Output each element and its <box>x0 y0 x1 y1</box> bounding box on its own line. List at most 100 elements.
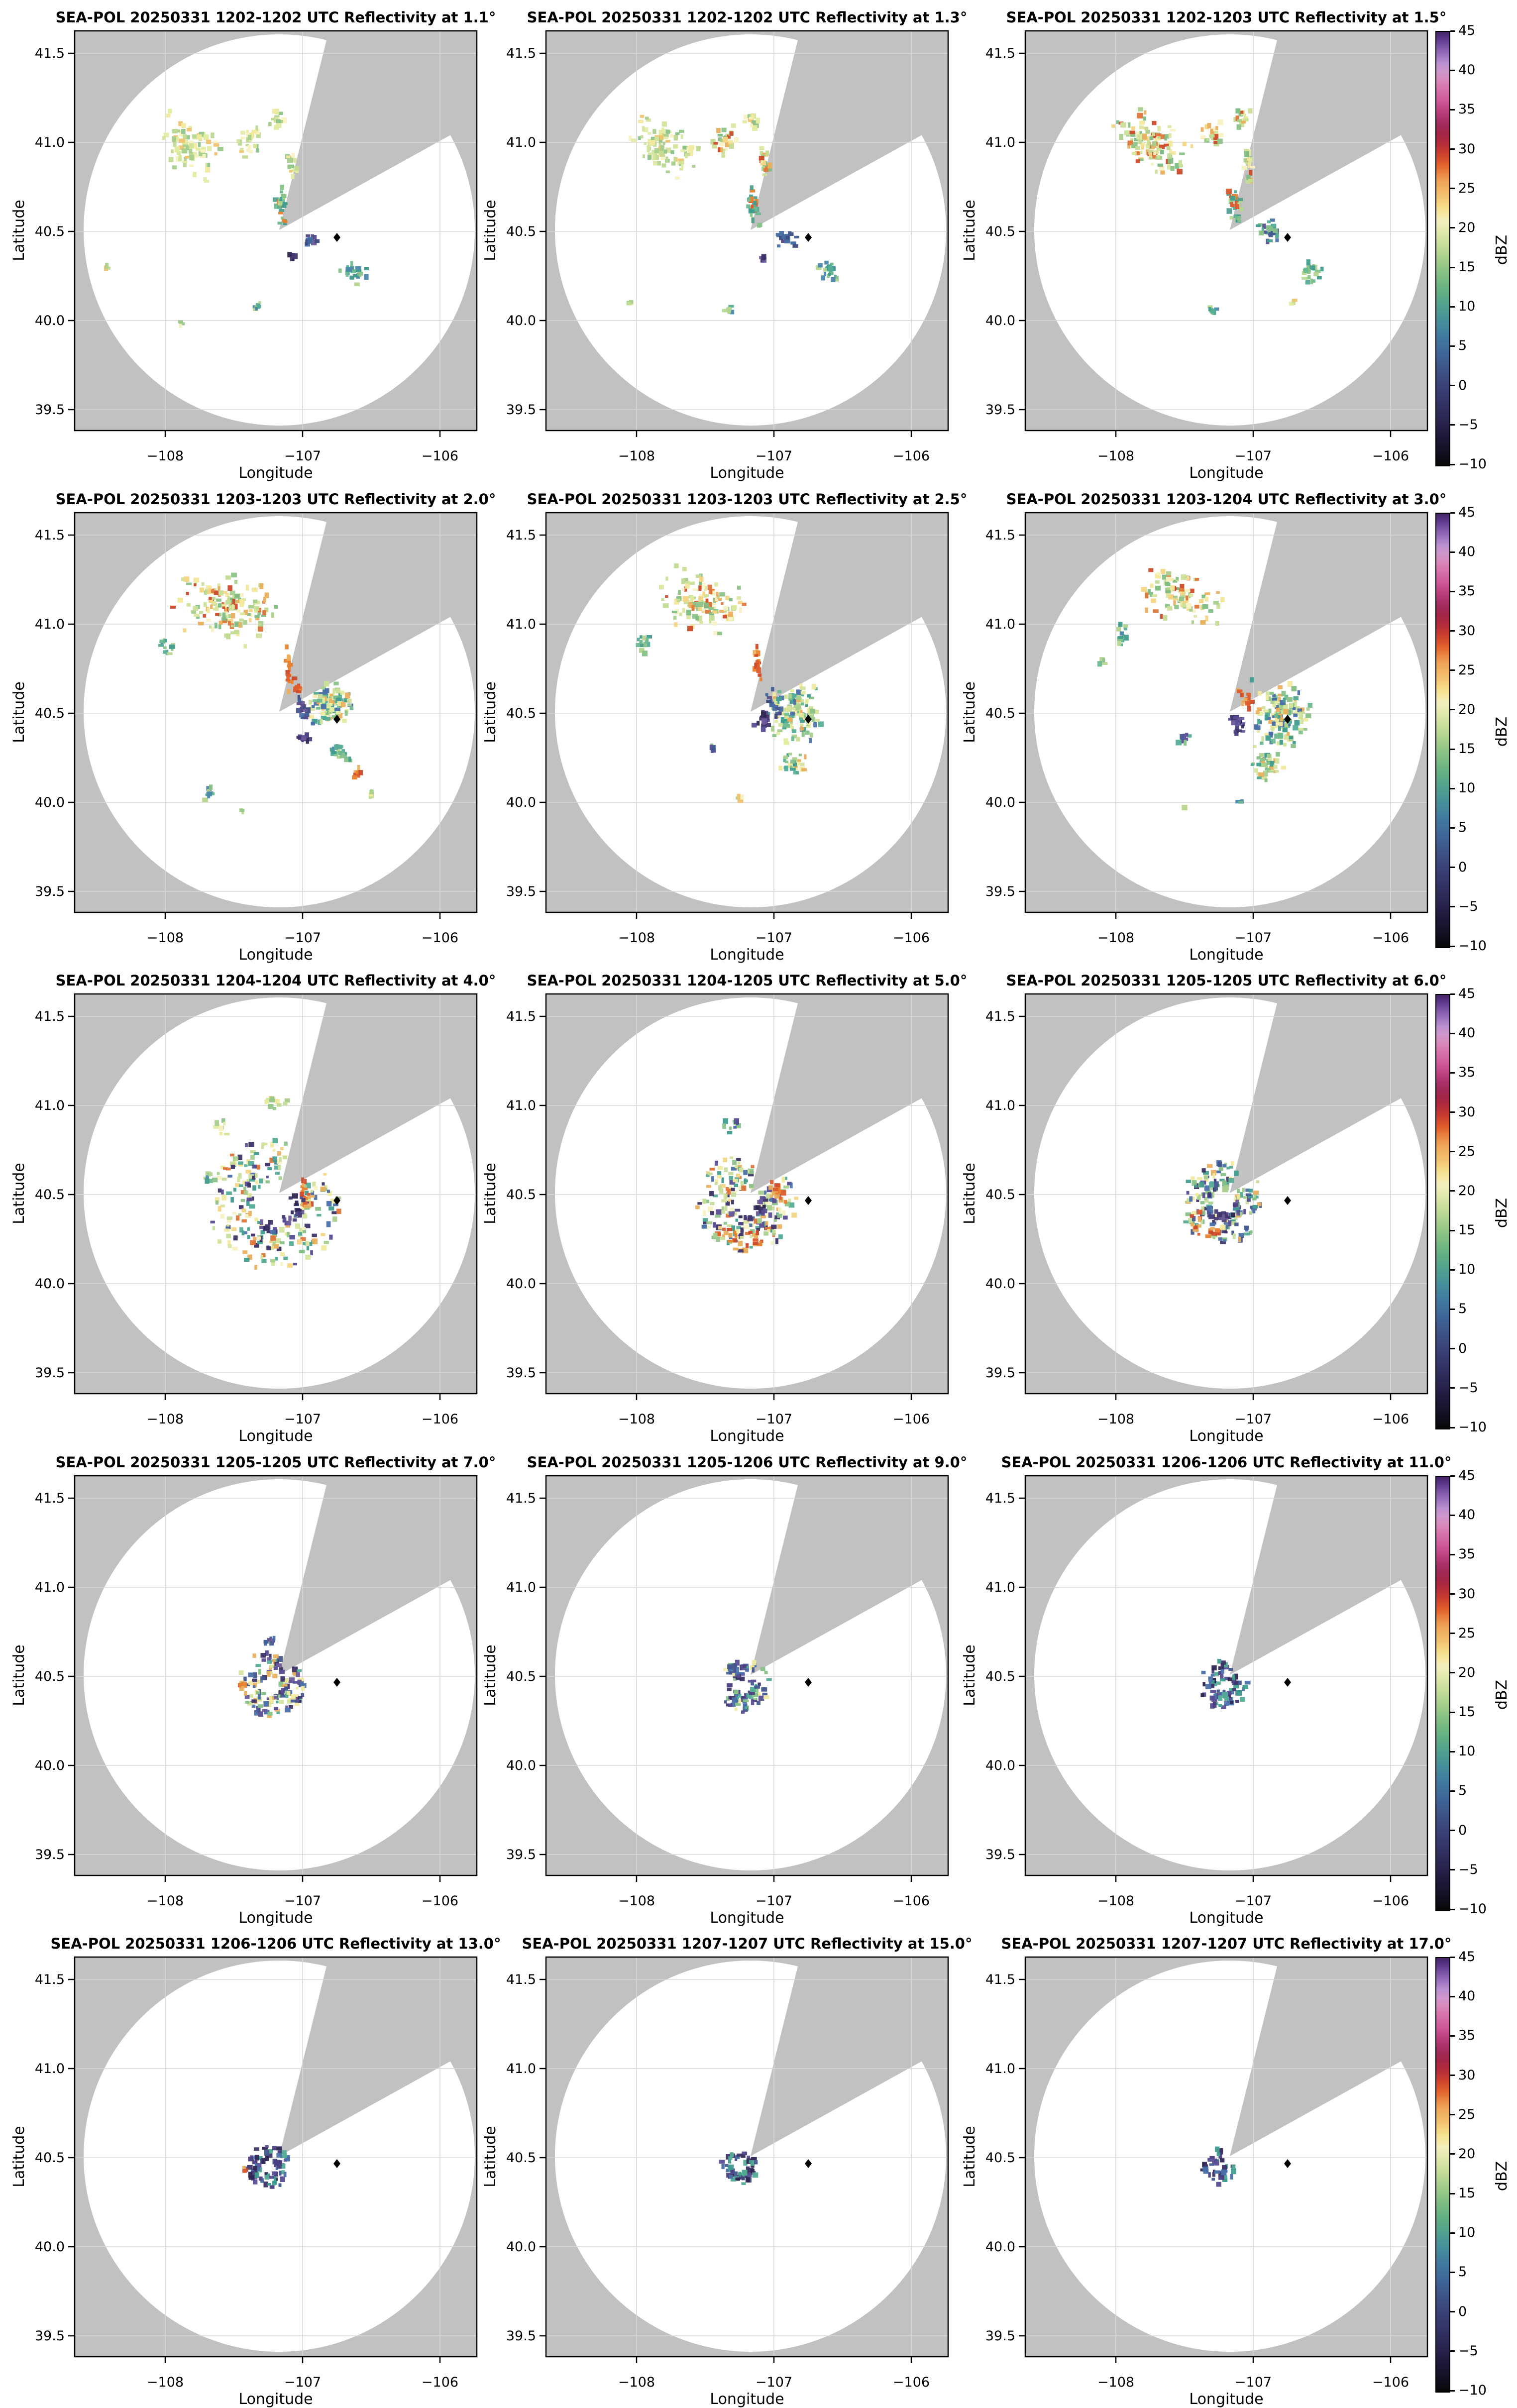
plot-frame <box>1024 993 1428 1395</box>
colorbar-tick <box>1450 906 1455 908</box>
radar-panel: −108 −107 −106 41.5 41.0 40.5 40.0 39.5 SEA-POL … <box>951 0 1456 481</box>
colorbar-tick-label: 20 <box>1458 1183 1476 1199</box>
colorbar-gradient <box>1435 513 1450 948</box>
x-tick-label: −108 <box>618 448 655 464</box>
panel-title: SEA-POL 20250331 1203-1204 UTC Reflectiv… <box>1006 491 1447 508</box>
colorbar-tick-label: 20 <box>1458 701 1476 717</box>
colorbar-tick <box>1450 69 1455 71</box>
y-tick-label: 39.5 <box>506 2328 536 2344</box>
colorbar-tick-label: 25 <box>1458 180 1476 196</box>
grid-lines <box>546 1476 948 1875</box>
y-tick-label: 40.5 <box>35 1669 65 1684</box>
y-tick-label: 40.0 <box>506 2239 536 2255</box>
colorbar-tick <box>1450 993 1455 995</box>
y-axis-label: Latitude <box>961 681 978 743</box>
y-tick-label: 40.0 <box>985 795 1015 810</box>
colorbar: 45 40 35 30 25 20 15 10 5 0 −5 −10 dBZ <box>1435 1468 1517 1917</box>
colorbar-tick <box>1450 1151 1455 1153</box>
panel-title: SEA-POL 20250331 1205-1205 UTC Reflectiv… <box>1006 972 1447 989</box>
panel-title: SEA-POL 20250331 1204-1204 UTC Reflectiv… <box>56 972 496 989</box>
radar-panel: −108 −107 −106 41.5 41.0 40.5 40.0 39.5 SEA-POL … <box>471 963 977 1444</box>
y-axis-label: Latitude <box>10 200 28 261</box>
x-axis-label: Longitude <box>1189 946 1263 963</box>
blocked-sector-wedge <box>751 31 948 230</box>
plot-frame <box>74 1956 478 2358</box>
y-tick-label: 40.5 <box>506 1669 536 1684</box>
colorbar-tick-label: 15 <box>1458 1222 1476 1238</box>
colorbar-tick <box>1450 1790 1455 1792</box>
y-tick-label: 40.0 <box>506 795 536 810</box>
y-axis-label: Latitude <box>482 200 499 261</box>
y-tick-label: 40.5 <box>506 2150 536 2166</box>
colorbar-tick-label: 25 <box>1458 662 1476 678</box>
colorbar-unit-label: dBZ <box>1493 716 1511 747</box>
colorbar-tick <box>1450 188 1455 190</box>
x-tick-label: −107 <box>1235 1412 1272 1427</box>
colorbar-tick <box>1450 2192 1455 2194</box>
station-marker <box>1284 1678 1291 1687</box>
x-tick-label: −107 <box>756 1893 792 1909</box>
x-tick-label: −108 <box>618 1412 655 1427</box>
x-axis-label: Longitude <box>1189 1909 1263 1926</box>
station-marker <box>805 233 812 242</box>
colorbar-tick-label: 45 <box>1458 22 1476 38</box>
colorbar-tick-label: 20 <box>1458 2146 1476 2162</box>
radar-map: −108 −107 −106 41.5 41.0 40.5 40.0 39.5 SEA-POL … <box>961 491 1447 963</box>
axis-ticks <box>68 1015 441 1400</box>
colorbar-tick-label: 0 <box>1458 1822 1467 1838</box>
y-tick-label: 40.0 <box>35 795 65 810</box>
colorbar-tick-label: 10 <box>1458 780 1476 796</box>
colorbar-gradient <box>1435 31 1450 466</box>
reflectivity-echoes <box>719 2151 758 2185</box>
x-tick-label: −108 <box>147 448 184 464</box>
panel-title: SEA-POL 20250331 1202-1202 UTC Reflectiv… <box>56 9 496 26</box>
colorbar-tick <box>1450 551 1455 553</box>
grid-lines <box>75 1957 477 2357</box>
colorbar-tick <box>1450 463 1455 465</box>
x-axis-label: Longitude <box>1189 2391 1263 2408</box>
colorbar-tick <box>1450 345 1455 347</box>
x-tick-label: −108 <box>147 930 184 946</box>
x-tick-label: −107 <box>1235 930 1272 946</box>
y-tick-label: 41.5 <box>35 1972 65 1987</box>
colorbar-tick <box>1450 109 1455 110</box>
colorbar-tick-label: 40 <box>1458 1025 1476 1041</box>
x-tick-label: −106 <box>893 448 930 464</box>
colorbar-tick-label: 5 <box>1458 1301 1467 1317</box>
colorbar-tick-label: 40 <box>1458 1988 1476 2004</box>
panel-title: SEA-POL 20250331 1203-1203 UTC Reflectiv… <box>56 491 496 508</box>
radar-map: −108 −107 −106 41.5 41.0 40.5 40.0 39.5 SEA-POL … <box>961 972 1447 1444</box>
y-tick-label: 39.5 <box>35 402 65 418</box>
plot-frame <box>74 512 478 913</box>
axis-ticks <box>540 1015 912 1400</box>
colorbar-tick <box>1450 1995 1455 1997</box>
colorbar-tick <box>1450 1514 1455 1516</box>
station-marker <box>333 715 340 724</box>
x-tick-label: −108 <box>618 2375 655 2390</box>
radar-map: −108 −107 −106 41.5 41.0 40.5 40.0 39.5 SEA-POL … <box>10 491 496 963</box>
y-tick-label: 40.5 <box>985 224 1015 239</box>
plot-frame <box>545 1956 949 2358</box>
colorbar-tick <box>1450 1032 1455 1034</box>
colorbar-tick-label: 5 <box>1458 2264 1467 2280</box>
colorbar-tick-label: 0 <box>1458 859 1467 875</box>
axis-ticks <box>68 52 441 437</box>
reflectivity-echoes <box>1200 2146 1236 2187</box>
reflectivity-echoes <box>1200 1658 1251 1709</box>
colorbar-tick-label: 0 <box>1458 1340 1467 1356</box>
colorbar-tick-label: 20 <box>1458 1664 1476 1680</box>
colorbar-unit-label: dBZ <box>1493 234 1511 265</box>
colorbar: 45 40 35 30 25 20 15 10 5 0 −5 −10 dBZ <box>1435 23 1517 472</box>
axis-ticks <box>1019 1015 1392 1400</box>
colorbar-tick-label: 10 <box>1458 1744 1476 1759</box>
x-tick-label: −107 <box>284 930 321 946</box>
y-tick-label: 41.0 <box>985 617 1015 632</box>
x-tick-label: −108 <box>1097 930 1134 946</box>
x-tick-label: −107 <box>756 448 792 464</box>
panel-title: SEA-POL 20250331 1206-1206 UTC Reflectiv… <box>1001 1454 1452 1471</box>
y-axis-label: Latitude <box>961 200 978 261</box>
colorbar-unit-label: dBZ <box>1493 1679 1511 1710</box>
reflectivity-echoes <box>238 1636 307 1718</box>
colorbar-unit-label: dBZ <box>1493 2161 1511 2191</box>
